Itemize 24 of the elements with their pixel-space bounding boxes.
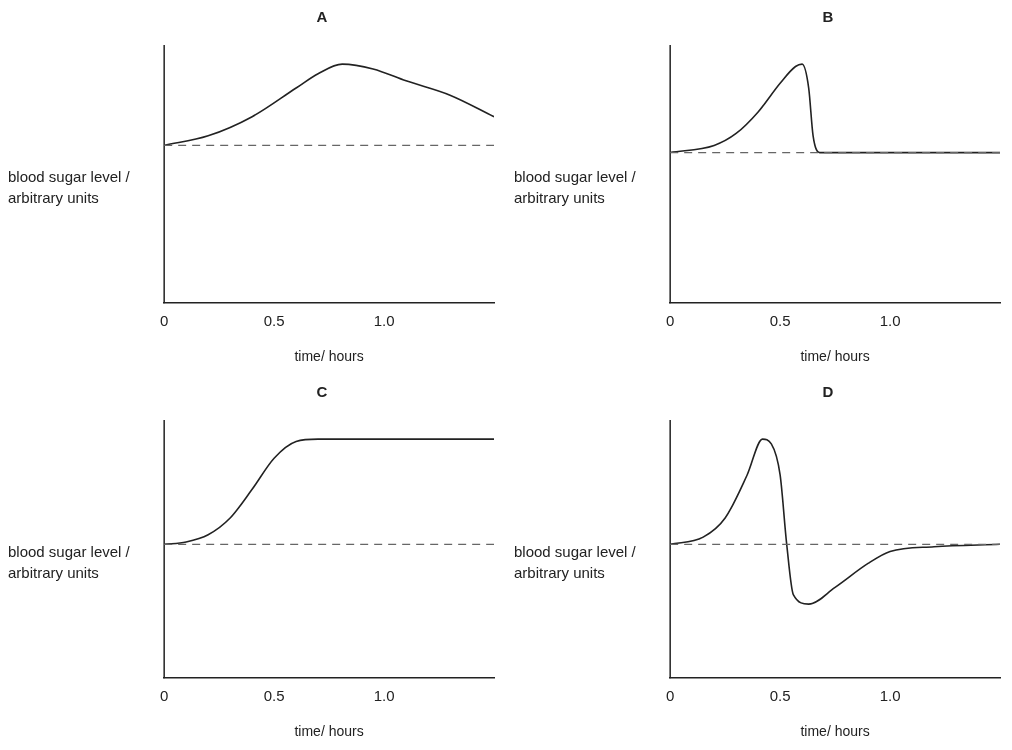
x-axis-title: time/ hours bbox=[294, 348, 364, 365]
y-axis-title: blood sugar level / arbitrary units bbox=[7, 167, 131, 208]
x-axis-title: time/ hours bbox=[800, 723, 870, 740]
x-tick-label: 0 bbox=[666, 312, 675, 330]
x-axis-title: time/ hours bbox=[294, 723, 364, 740]
y-axis-title: blood sugar level / arbitrary units bbox=[513, 167, 637, 208]
x-tick-label: 0.5 bbox=[263, 687, 285, 705]
x-tick-label: 1.0 bbox=[373, 312, 395, 330]
chart-title: B bbox=[822, 8, 834, 26]
y-axis-title: blood sugar level / arbitrary units bbox=[513, 542, 637, 583]
x-axis-title: time/ hours bbox=[800, 348, 870, 365]
chart-title: D bbox=[822, 383, 834, 401]
x-tick-label: 0 bbox=[666, 687, 675, 705]
y-axis-title: blood sugar level / arbitrary units bbox=[7, 542, 131, 583]
x-tick-label: 1.0 bbox=[879, 312, 901, 330]
chart-title: C bbox=[316, 383, 328, 401]
x-tick-label: 1.0 bbox=[879, 687, 901, 705]
x-tick-label: 1.0 bbox=[373, 687, 395, 705]
x-tick-label: 0 bbox=[160, 312, 169, 330]
x-tick-label: 0.5 bbox=[769, 312, 791, 330]
chart-title: A bbox=[316, 8, 328, 26]
x-tick-label: 0.5 bbox=[769, 687, 791, 705]
x-tick-label: 0.5 bbox=[263, 312, 285, 330]
x-tick-label: 0 bbox=[160, 687, 169, 705]
